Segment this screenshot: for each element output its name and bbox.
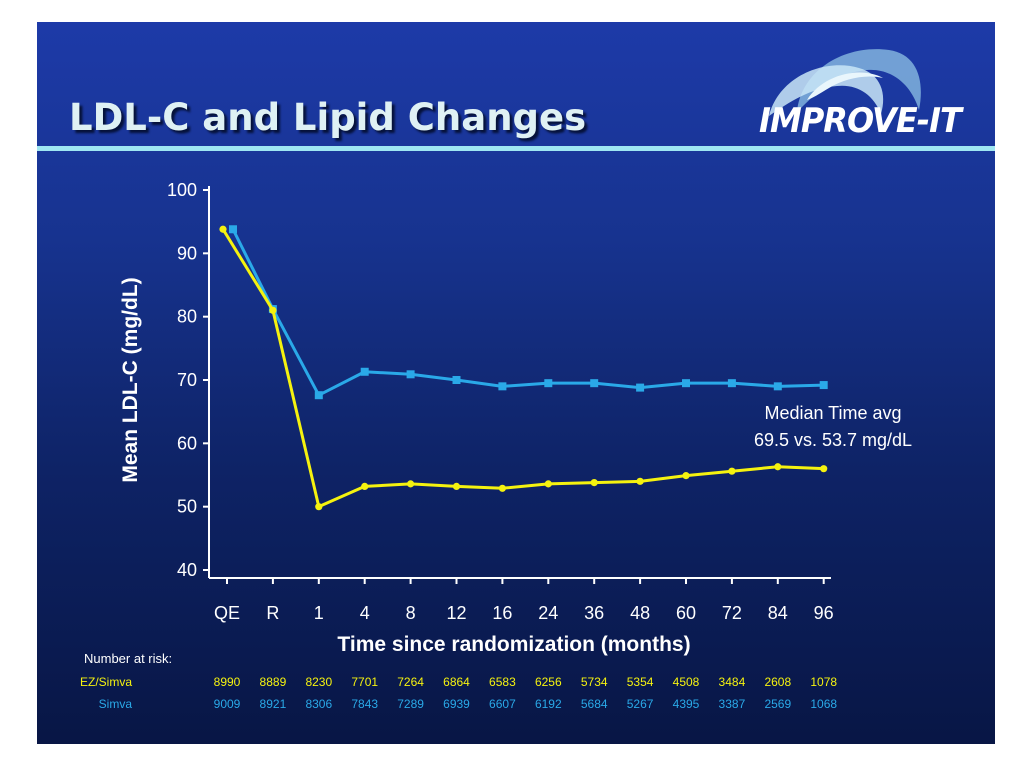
y-tick-label: 80	[177, 307, 197, 327]
risk-count: 7264	[397, 675, 424, 689]
risk-count: 7701	[351, 675, 378, 689]
risk-count: 6864	[443, 675, 470, 689]
y-tick-label: 50	[177, 497, 197, 517]
risk-count: 6256	[535, 675, 562, 689]
data-point-ez-simva	[315, 503, 323, 511]
data-point-simva	[636, 383, 645, 392]
data-point-ez-simva	[590, 479, 598, 487]
median-annotation-line: Median Time avg	[764, 403, 901, 423]
risk-count: 8889	[260, 675, 287, 689]
x-axis-title: Time since randomization (months)	[337, 633, 690, 656]
x-tick-label: 72	[722, 603, 742, 623]
risk-count: 2608	[764, 675, 791, 689]
data-point-simva	[544, 379, 553, 388]
risk-row-label: Simva	[99, 697, 133, 711]
y-tick-label: 40	[177, 560, 197, 580]
data-point-ez-simva	[544, 480, 552, 488]
slide-title: LDL-C and Lipid Changes	[69, 96, 587, 139]
risk-count: 6939	[443, 697, 470, 711]
logo-swoosh-back	[797, 49, 921, 112]
data-point-simva	[682, 379, 690, 388]
x-tick-label: 1	[314, 603, 324, 623]
x-tick-label: 4	[360, 603, 370, 623]
x-tick-label: 48	[630, 603, 650, 623]
x-tick-label: 36	[584, 603, 604, 623]
data-point-simva	[452, 376, 461, 384]
risk-count: 7843	[351, 697, 378, 711]
y-tick-label: 90	[177, 243, 197, 263]
data-point-simva	[406, 370, 415, 379]
risk-count: 9009	[214, 697, 241, 711]
data-point-ez-simva	[820, 465, 828, 473]
data-point-simva	[590, 379, 599, 388]
x-tick-label: 96	[814, 603, 834, 623]
data-point-ez-simva	[636, 477, 644, 485]
x-tick-label: 24	[538, 603, 558, 623]
risk-count: 3387	[719, 697, 746, 711]
series-line-ez-simva	[221, 228, 824, 509]
data-point-ez-simva	[498, 484, 506, 492]
x-tick-label: 60	[676, 603, 696, 623]
data-point-ez-simva	[452, 482, 461, 490]
logo-text: IMPROVE-IT	[759, 101, 962, 141]
data-point-ez-simva	[269, 306, 277, 314]
data-point-simva	[229, 225, 237, 234]
y-axis-title: Mean LDL-C (mg/dL)	[119, 277, 142, 482]
data-point-ez-simva	[361, 482, 369, 490]
y-tick-label: 70	[177, 370, 197, 390]
data-point-simva	[360, 367, 369, 376]
risk-count: 2569	[764, 697, 791, 711]
x-tick-label: R	[266, 603, 279, 623]
data-point-ez-simva	[407, 480, 415, 488]
risk-count: 5267	[627, 697, 654, 711]
risk-count: 6583	[489, 675, 516, 689]
improve-it-logo	[769, 49, 921, 116]
risk-count: 7289	[397, 697, 424, 711]
risk-count: 1068	[810, 697, 837, 711]
data-point-simva	[727, 379, 736, 388]
median-annotation-line: 69.5 vs. 53.7 mg/dL	[754, 430, 912, 450]
risk-count: 6192	[535, 697, 562, 711]
logo-swoosh-highlight	[807, 72, 883, 100]
data-point-simva	[819, 381, 828, 390]
risk-count: 8921	[260, 697, 287, 711]
risk-count: 3484	[719, 675, 746, 689]
x-tick-label: 8	[406, 603, 416, 623]
data-point-simva	[314, 391, 323, 400]
risk-count: 8306	[305, 697, 332, 711]
data-point-ez-simva	[728, 467, 736, 475]
slide: LDL-C and Lipid Changes IMPROVE-IT 40 50 6…	[37, 22, 995, 744]
risk-count: 1078	[810, 675, 837, 689]
data-point-ez-simva	[219, 225, 227, 233]
data-point-ez-simva	[774, 463, 782, 471]
risk-count: 8990	[214, 675, 241, 689]
data-point-simva	[498, 382, 507, 391]
x-tick-label: 84	[768, 603, 788, 623]
y-tick-label: 100	[167, 180, 197, 200]
risk-count: 6607	[489, 697, 516, 711]
series-line-simva	[231, 228, 824, 397]
x-tick-label: 16	[492, 603, 512, 623]
risk-count: 5684	[581, 697, 608, 711]
title-divider	[37, 146, 995, 151]
risk-count: 5354	[627, 675, 654, 689]
risk-count: 8230	[305, 675, 332, 689]
data-point-simva	[773, 382, 782, 391]
x-tick-label: QE	[214, 603, 240, 623]
risk-row-label: EZ/Simva	[80, 675, 132, 689]
risk-count: 4395	[673, 697, 700, 711]
risk-count: 4508	[673, 675, 700, 689]
data-point-ez-simva	[682, 472, 690, 480]
risk-count: 5734	[581, 675, 608, 689]
y-tick-label: 60	[177, 433, 197, 453]
risk-table-header: Number at risk:	[84, 651, 172, 666]
x-tick-label: 12	[446, 603, 466, 623]
